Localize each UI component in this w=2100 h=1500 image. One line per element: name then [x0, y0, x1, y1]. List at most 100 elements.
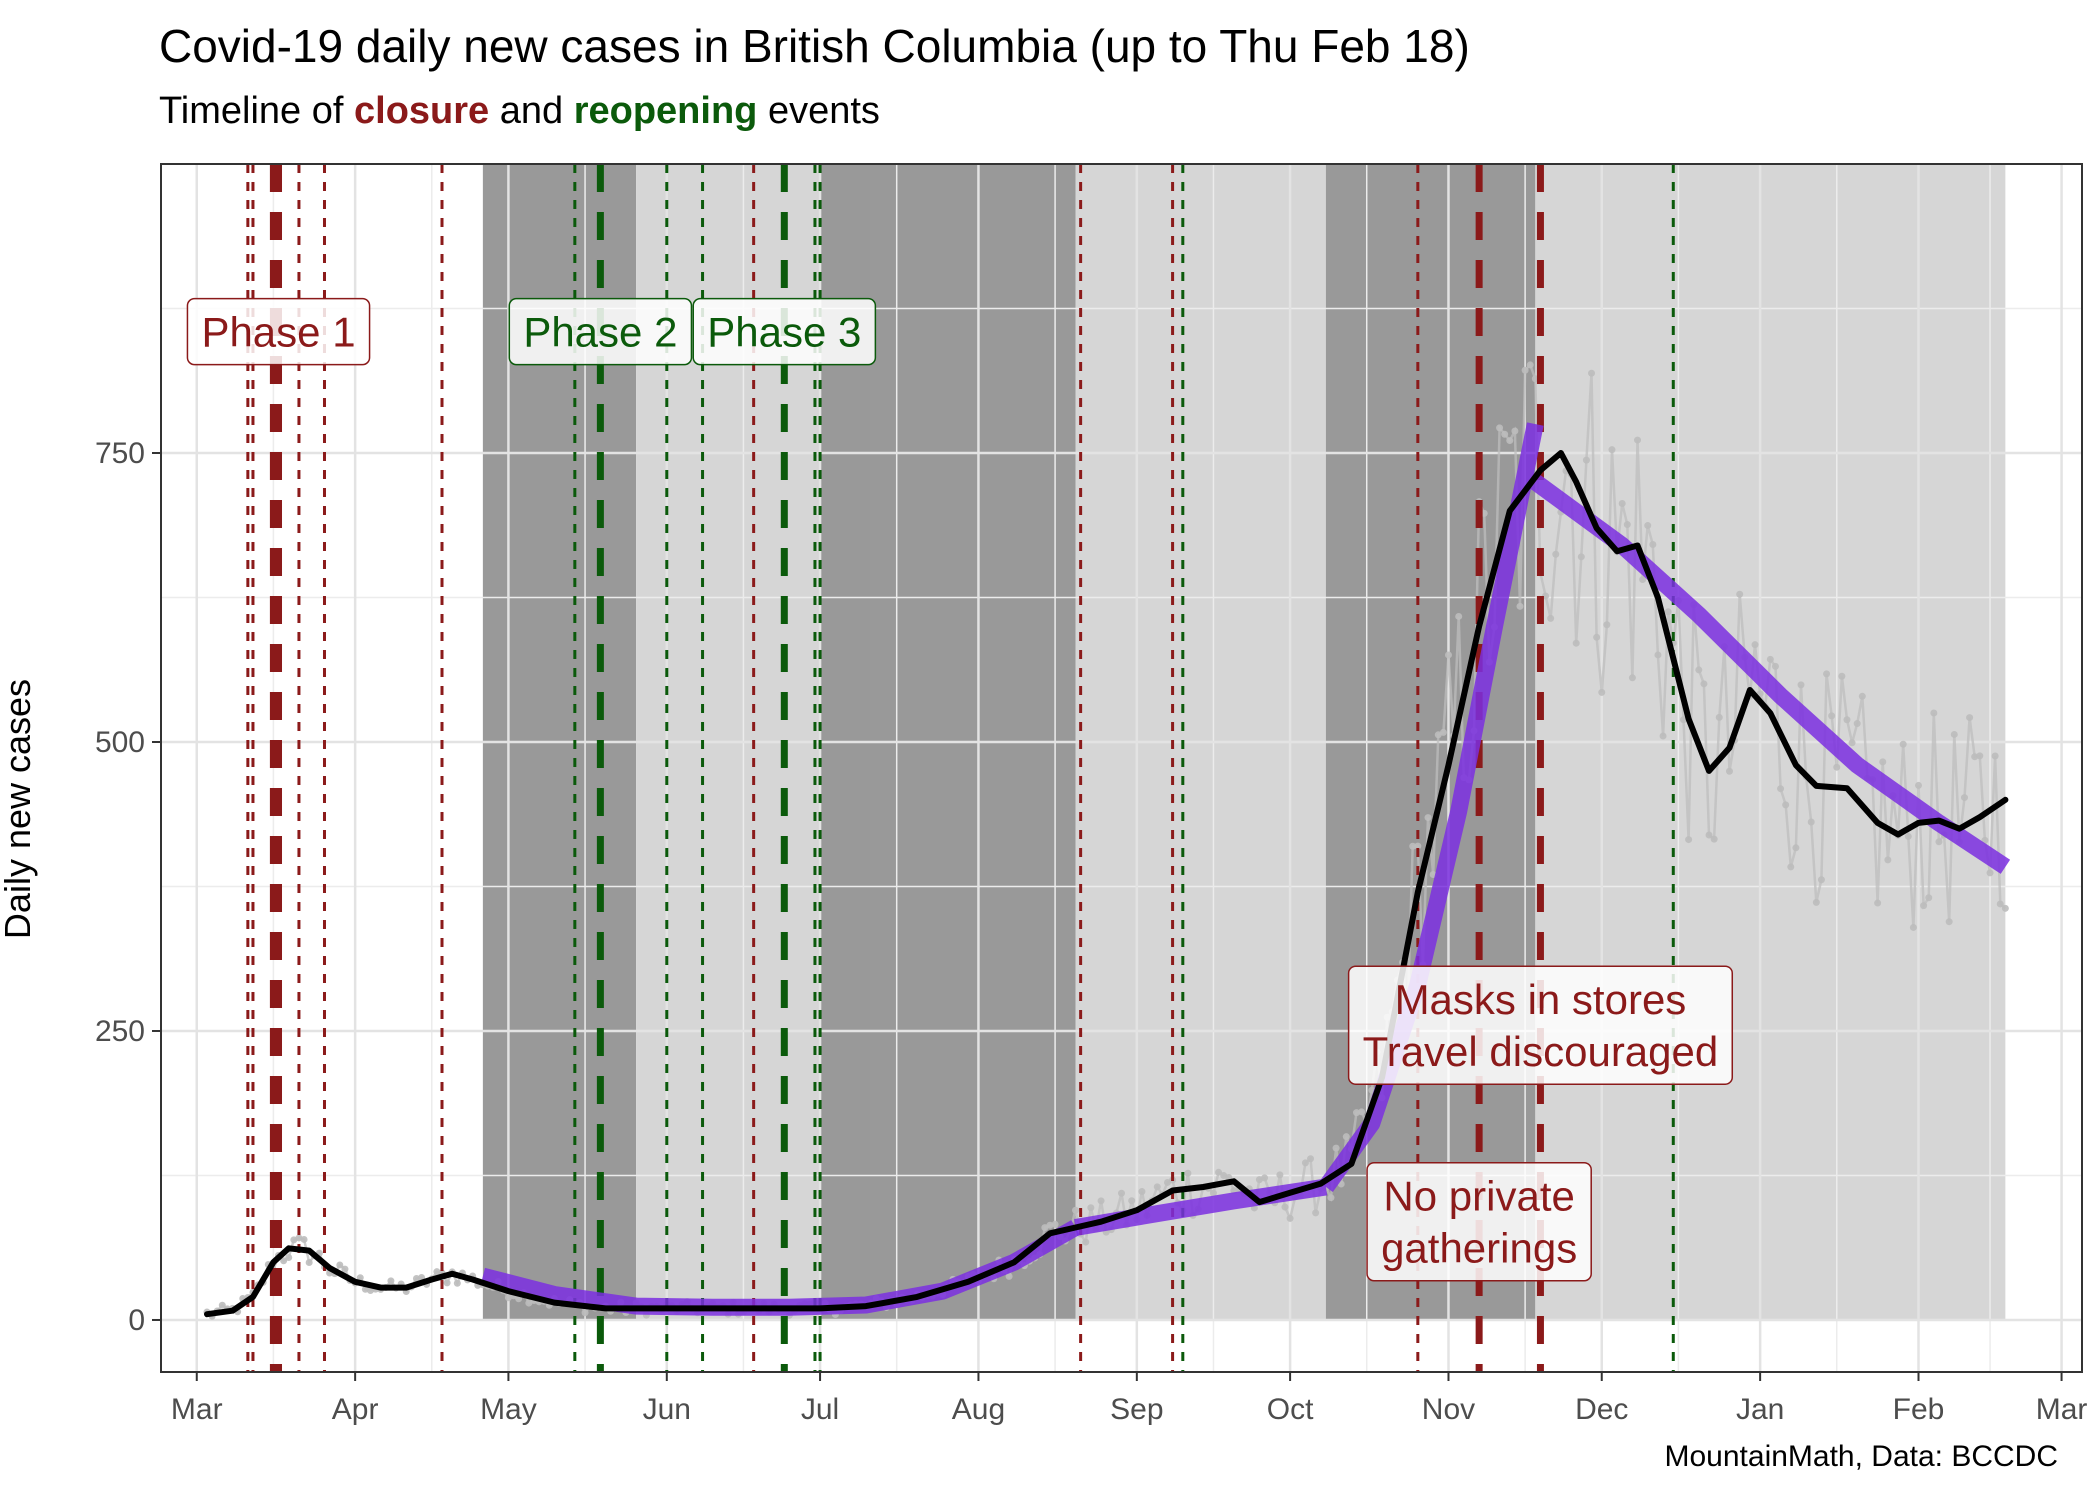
y-tick-label: 0 — [128, 1304, 145, 1337]
raw-daily-point — [1960, 794, 1968, 802]
x-tick-label: Sep — [1110, 1393, 1163, 1426]
raw-daily-point — [1858, 692, 1866, 700]
annotation-text: Phase 1 — [201, 309, 355, 356]
raw-daily-point — [1598, 688, 1606, 696]
chart-caption: MountainMath, Data: BCCDC — [1664, 1440, 2059, 1473]
raw-daily-point — [1414, 842, 1422, 850]
raw-daily-point — [1332, 1144, 1340, 1152]
annotation-label: Phase 1 — [186, 297, 371, 366]
raw-daily-point — [1787, 863, 1795, 871]
raw-daily-point — [1715, 713, 1723, 721]
raw-daily-point — [1915, 781, 1923, 789]
raw-daily-point — [1342, 1133, 1350, 1141]
raw-daily-point — [1991, 752, 1999, 760]
raw-daily-point — [1516, 602, 1524, 610]
raw-daily-point — [1695, 666, 1703, 674]
raw-daily-point — [1603, 621, 1611, 629]
annotation-text: Phase 2 — [523, 309, 677, 356]
raw-daily-point — [1138, 1188, 1146, 1196]
annotation-box — [1366, 1161, 1592, 1282]
annotation-box — [1347, 965, 1734, 1085]
raw-daily-point — [285, 1253, 293, 1261]
raw-daily-point — [1577, 553, 1585, 561]
x-tick-label: May — [480, 1393, 537, 1426]
raw-daily-point — [1051, 1220, 1059, 1228]
raw-daily-point — [1511, 427, 1519, 435]
raw-daily-point — [336, 1261, 344, 1269]
x-tick-label: Nov — [1422, 1393, 1475, 1426]
x-tick-label: Mar — [171, 1393, 223, 1426]
raw-daily-point — [1209, 1189, 1217, 1197]
annotation-label: Masks in stores Travel discouraged — [1347, 965, 1734, 1085]
raw-daily-point — [1276, 1171, 1284, 1179]
raw-daily-point — [1904, 832, 1912, 840]
raw-daily-point — [1409, 842, 1417, 850]
raw-daily-point — [1812, 898, 1820, 906]
raw-daily-point — [1996, 900, 2004, 908]
x-tick-label: Apr — [332, 1393, 379, 1426]
raw-daily-point — [1879, 758, 1887, 766]
raw-daily-point — [1644, 522, 1652, 530]
raw-daily-point — [1966, 714, 1974, 722]
x-tick-label: Aug — [952, 1393, 1005, 1426]
annotation-box — [508, 297, 693, 366]
axes: Mar Apr May Jun Jul Aug Sep Oct Nov Dec Jan Feb Mar 0… — [95, 163, 2088, 1426]
raw-daily-point — [1725, 767, 1733, 775]
raw-daily-point — [1455, 612, 1463, 620]
panel-border — [160, 163, 2083, 1373]
y-tick-label: 750 — [95, 437, 145, 470]
raw-daily-point — [1848, 739, 1856, 747]
raw-daily-point — [1874, 899, 1882, 907]
x-tick-label: Jul — [801, 1393, 839, 1426]
raw-daily-point — [1771, 662, 1779, 670]
annotation-box — [186, 297, 371, 366]
smoothed-series — [204, 450, 2009, 1318]
raw-daily-point — [1823, 670, 1831, 678]
raw-daily-point — [1950, 730, 1958, 738]
raw-daily-point — [1664, 608, 1672, 616]
raw-daily-point — [1751, 641, 1759, 649]
raw-daily-point — [1634, 436, 1642, 444]
smoothed-line — [204, 450, 2009, 1318]
x-tick-label: Jun — [643, 1393, 691, 1426]
raw-daily-point — [1925, 894, 1933, 902]
x-tick-label: Mar — [2036, 1393, 2088, 1426]
raw-daily-point — [1659, 732, 1667, 740]
raw-daily-point — [1807, 818, 1815, 826]
raw-daily-point — [1909, 923, 1917, 931]
raw-daily-point — [1082, 1238, 1090, 1246]
raw-daily-point — [1496, 424, 1504, 432]
raw-daily-point — [1736, 590, 1744, 598]
x-tick-label: Oct — [1267, 1393, 1314, 1426]
raw-daily-point — [341, 1265, 349, 1273]
x-tick-label: Jan — [1736, 1393, 1784, 1426]
annotation-text: Travel discouraged — [1363, 1028, 1719, 1075]
raw-daily-point — [1639, 576, 1647, 584]
raw-daily-point — [1945, 918, 1953, 926]
raw-daily-point — [1710, 835, 1718, 843]
chart-subtitle: Timeline of closure and reopening events — [159, 88, 880, 134]
raw-daily-point — [1307, 1155, 1315, 1163]
raw-daily-point — [1986, 869, 1994, 877]
raw-daily-point — [1833, 763, 1841, 771]
raw-daily-point — [300, 1235, 308, 1243]
subtitle-prefix: Timeline of — [159, 90, 354, 132]
raw-daily-point — [1184, 1169, 1192, 1177]
raw-daily-point — [1623, 521, 1631, 529]
raw-daily-point — [1444, 651, 1452, 659]
raw-daily-point — [1582, 456, 1590, 464]
raw-daily-point — [1301, 1159, 1309, 1167]
annotation-label: Phase 2 — [508, 297, 693, 366]
raw-daily-point — [1935, 838, 1943, 846]
raw-daily-point — [1118, 1189, 1125, 1197]
raw-daily-point — [1439, 728, 1447, 736]
raw-daily-point — [1843, 716, 1851, 724]
raw-daily-point — [1700, 680, 1708, 688]
raw-daily-point — [1920, 902, 1928, 910]
raw-daily-point — [1521, 366, 1529, 374]
raw-daily-point — [1128, 1197, 1136, 1205]
annotation-text: Masks in stores — [1395, 976, 1687, 1023]
raw-daily-point — [1976, 752, 1984, 760]
x-tick-label: Dec — [1575, 1393, 1628, 1426]
